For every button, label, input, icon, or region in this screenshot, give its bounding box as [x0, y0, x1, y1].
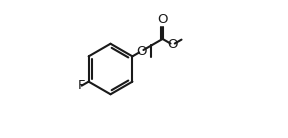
Text: O: O — [136, 45, 147, 58]
Text: F: F — [78, 79, 86, 92]
Text: O: O — [167, 38, 178, 51]
Text: O: O — [157, 13, 168, 26]
